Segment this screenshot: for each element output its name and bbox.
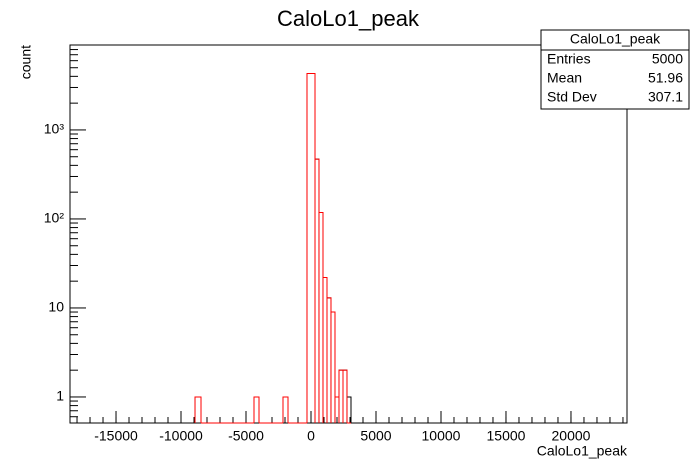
histogram-bin bbox=[282, 396, 289, 423]
x-tick-label: 10000 bbox=[422, 428, 461, 444]
y-tick-label: 10³ bbox=[44, 121, 65, 137]
x-axis-label: CaloLo1_peak bbox=[537, 443, 628, 459]
stats-value: 51.96 bbox=[648, 70, 683, 86]
histogram-bin bbox=[194, 396, 202, 423]
x-tick-label: 15000 bbox=[487, 428, 526, 444]
x-tick-label: 5000 bbox=[360, 428, 391, 444]
x-tick-label: -5000 bbox=[228, 428, 264, 444]
stats-label: Mean bbox=[547, 70, 582, 86]
histogram-bin bbox=[253, 396, 260, 423]
x-tick-label: -10000 bbox=[159, 428, 203, 444]
stats-value: 5000 bbox=[652, 51, 683, 67]
histogram-bin bbox=[330, 311, 336, 423]
stats-label: Std Dev bbox=[547, 89, 597, 105]
x-tick-label: 0 bbox=[307, 428, 315, 444]
x-tick-label: -15000 bbox=[94, 428, 138, 444]
y-tick-label: 10² bbox=[44, 210, 65, 226]
chart-title: CaloLo1_peak bbox=[277, 6, 420, 31]
stats-label: Entries bbox=[547, 51, 591, 67]
stats-title: CaloLo1_peak bbox=[570, 31, 661, 47]
y-tick-label: 1 bbox=[56, 388, 64, 404]
histogram-bin bbox=[342, 369, 348, 423]
stats-value: 307.1 bbox=[648, 89, 683, 105]
x-tick-label: 20000 bbox=[552, 428, 591, 444]
stats-box bbox=[540, 29, 690, 110]
y-axis-label: count bbox=[18, 45, 34, 79]
y-tick-label: 10 bbox=[48, 299, 64, 315]
